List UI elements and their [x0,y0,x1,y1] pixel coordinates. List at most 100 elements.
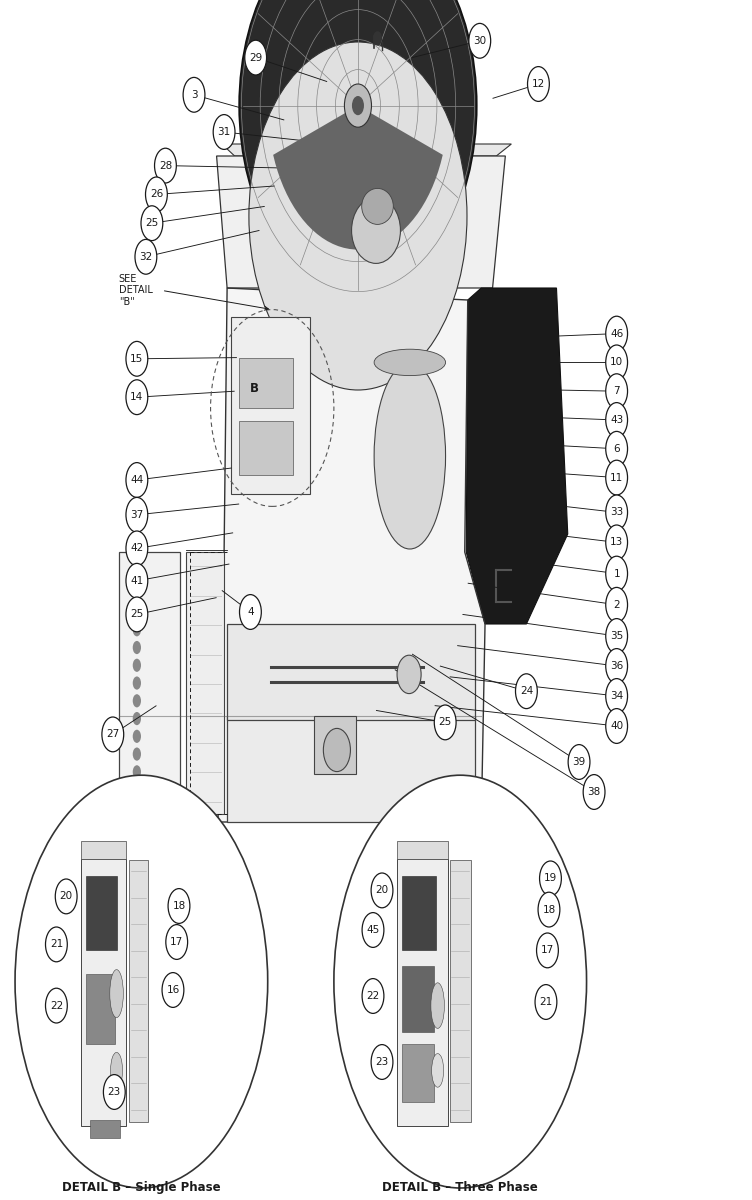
Text: 36: 36 [610,661,623,671]
Circle shape [569,744,590,780]
Text: 33: 33 [610,508,623,517]
Ellipse shape [15,775,268,1188]
Text: 1: 1 [614,569,620,578]
Text: 38: 38 [587,787,601,797]
Circle shape [133,782,141,797]
Circle shape [126,379,147,414]
FancyBboxPatch shape [450,860,471,1122]
Text: 11: 11 [610,473,623,482]
FancyBboxPatch shape [402,1044,434,1102]
Circle shape [539,862,561,895]
Circle shape [434,704,456,739]
Ellipse shape [334,775,587,1188]
Circle shape [606,460,627,494]
Circle shape [168,888,190,924]
Circle shape [371,874,393,907]
Text: 34: 34 [610,691,623,701]
Text: DETAIL B – Three Phase: DETAIL B – Three Phase [382,1181,538,1194]
FancyBboxPatch shape [227,624,475,720]
Circle shape [344,84,371,127]
Text: 25: 25 [130,610,144,619]
Text: 30: 30 [473,36,487,46]
Polygon shape [218,288,485,822]
Text: 23: 23 [108,1087,121,1097]
Circle shape [133,766,141,779]
FancyBboxPatch shape [81,841,126,859]
Text: 35: 35 [610,631,623,641]
Polygon shape [217,156,505,288]
Text: SEE
DETAIL
"B": SEE DETAIL "B" [119,274,153,307]
Circle shape [606,557,627,590]
Circle shape [126,530,147,565]
Text: 14: 14 [130,392,144,402]
Circle shape [56,878,77,914]
Text: 26: 26 [150,190,163,199]
Text: 21: 21 [539,997,553,1007]
Circle shape [126,462,147,497]
Circle shape [126,341,147,377]
FancyBboxPatch shape [397,859,448,1126]
Circle shape [133,694,141,707]
Text: 13: 13 [610,538,623,547]
Circle shape [133,730,141,743]
Polygon shape [273,106,443,250]
Text: 32: 32 [139,252,153,262]
Circle shape [373,31,382,46]
Text: 27: 27 [106,730,120,739]
Text: 22: 22 [50,1001,63,1010]
Text: 16: 16 [166,985,180,995]
Circle shape [133,712,141,725]
FancyBboxPatch shape [239,421,293,475]
Text: 29: 29 [249,53,262,62]
Circle shape [538,893,559,926]
Circle shape [606,587,627,622]
Circle shape [606,648,627,683]
FancyBboxPatch shape [81,859,126,1126]
Circle shape [133,748,141,761]
Circle shape [583,775,605,809]
Text: 15: 15 [130,354,144,364]
Circle shape [45,926,68,962]
Circle shape [606,373,627,408]
Circle shape [352,96,364,115]
Circle shape [146,178,167,211]
Text: 44: 44 [130,475,144,485]
FancyBboxPatch shape [402,876,436,950]
Circle shape [126,563,147,598]
Text: 45: 45 [366,925,380,935]
Circle shape [104,1075,125,1109]
Circle shape [141,206,162,240]
Circle shape [516,673,537,708]
Text: 41: 41 [130,576,144,586]
Text: 25: 25 [145,218,159,228]
Circle shape [606,679,627,713]
FancyBboxPatch shape [397,841,448,859]
Text: DETAIL B – Single Phase: DETAIL B – Single Phase [62,1181,220,1194]
Circle shape [397,655,421,694]
Circle shape [133,659,141,672]
FancyBboxPatch shape [239,358,293,408]
Text: 21: 21 [50,940,63,949]
Text: 23: 23 [375,1057,389,1067]
Circle shape [606,708,627,743]
Ellipse shape [362,188,393,224]
Circle shape [183,77,205,113]
Text: 6: 6 [614,444,620,454]
Text: 22: 22 [366,991,380,1001]
Ellipse shape [374,362,445,550]
Circle shape [606,403,627,437]
FancyBboxPatch shape [86,876,117,950]
FancyBboxPatch shape [119,552,180,814]
Text: 10: 10 [610,358,623,367]
Circle shape [371,1044,393,1080]
Ellipse shape [432,1054,444,1087]
Ellipse shape [110,970,123,1018]
Text: 40: 40 [610,721,623,731]
Text: 7: 7 [614,386,620,396]
Circle shape [362,912,384,948]
Circle shape [245,40,266,76]
Text: 31: 31 [217,127,231,137]
Circle shape [249,42,467,390]
Ellipse shape [374,349,445,376]
Circle shape [45,989,68,1022]
